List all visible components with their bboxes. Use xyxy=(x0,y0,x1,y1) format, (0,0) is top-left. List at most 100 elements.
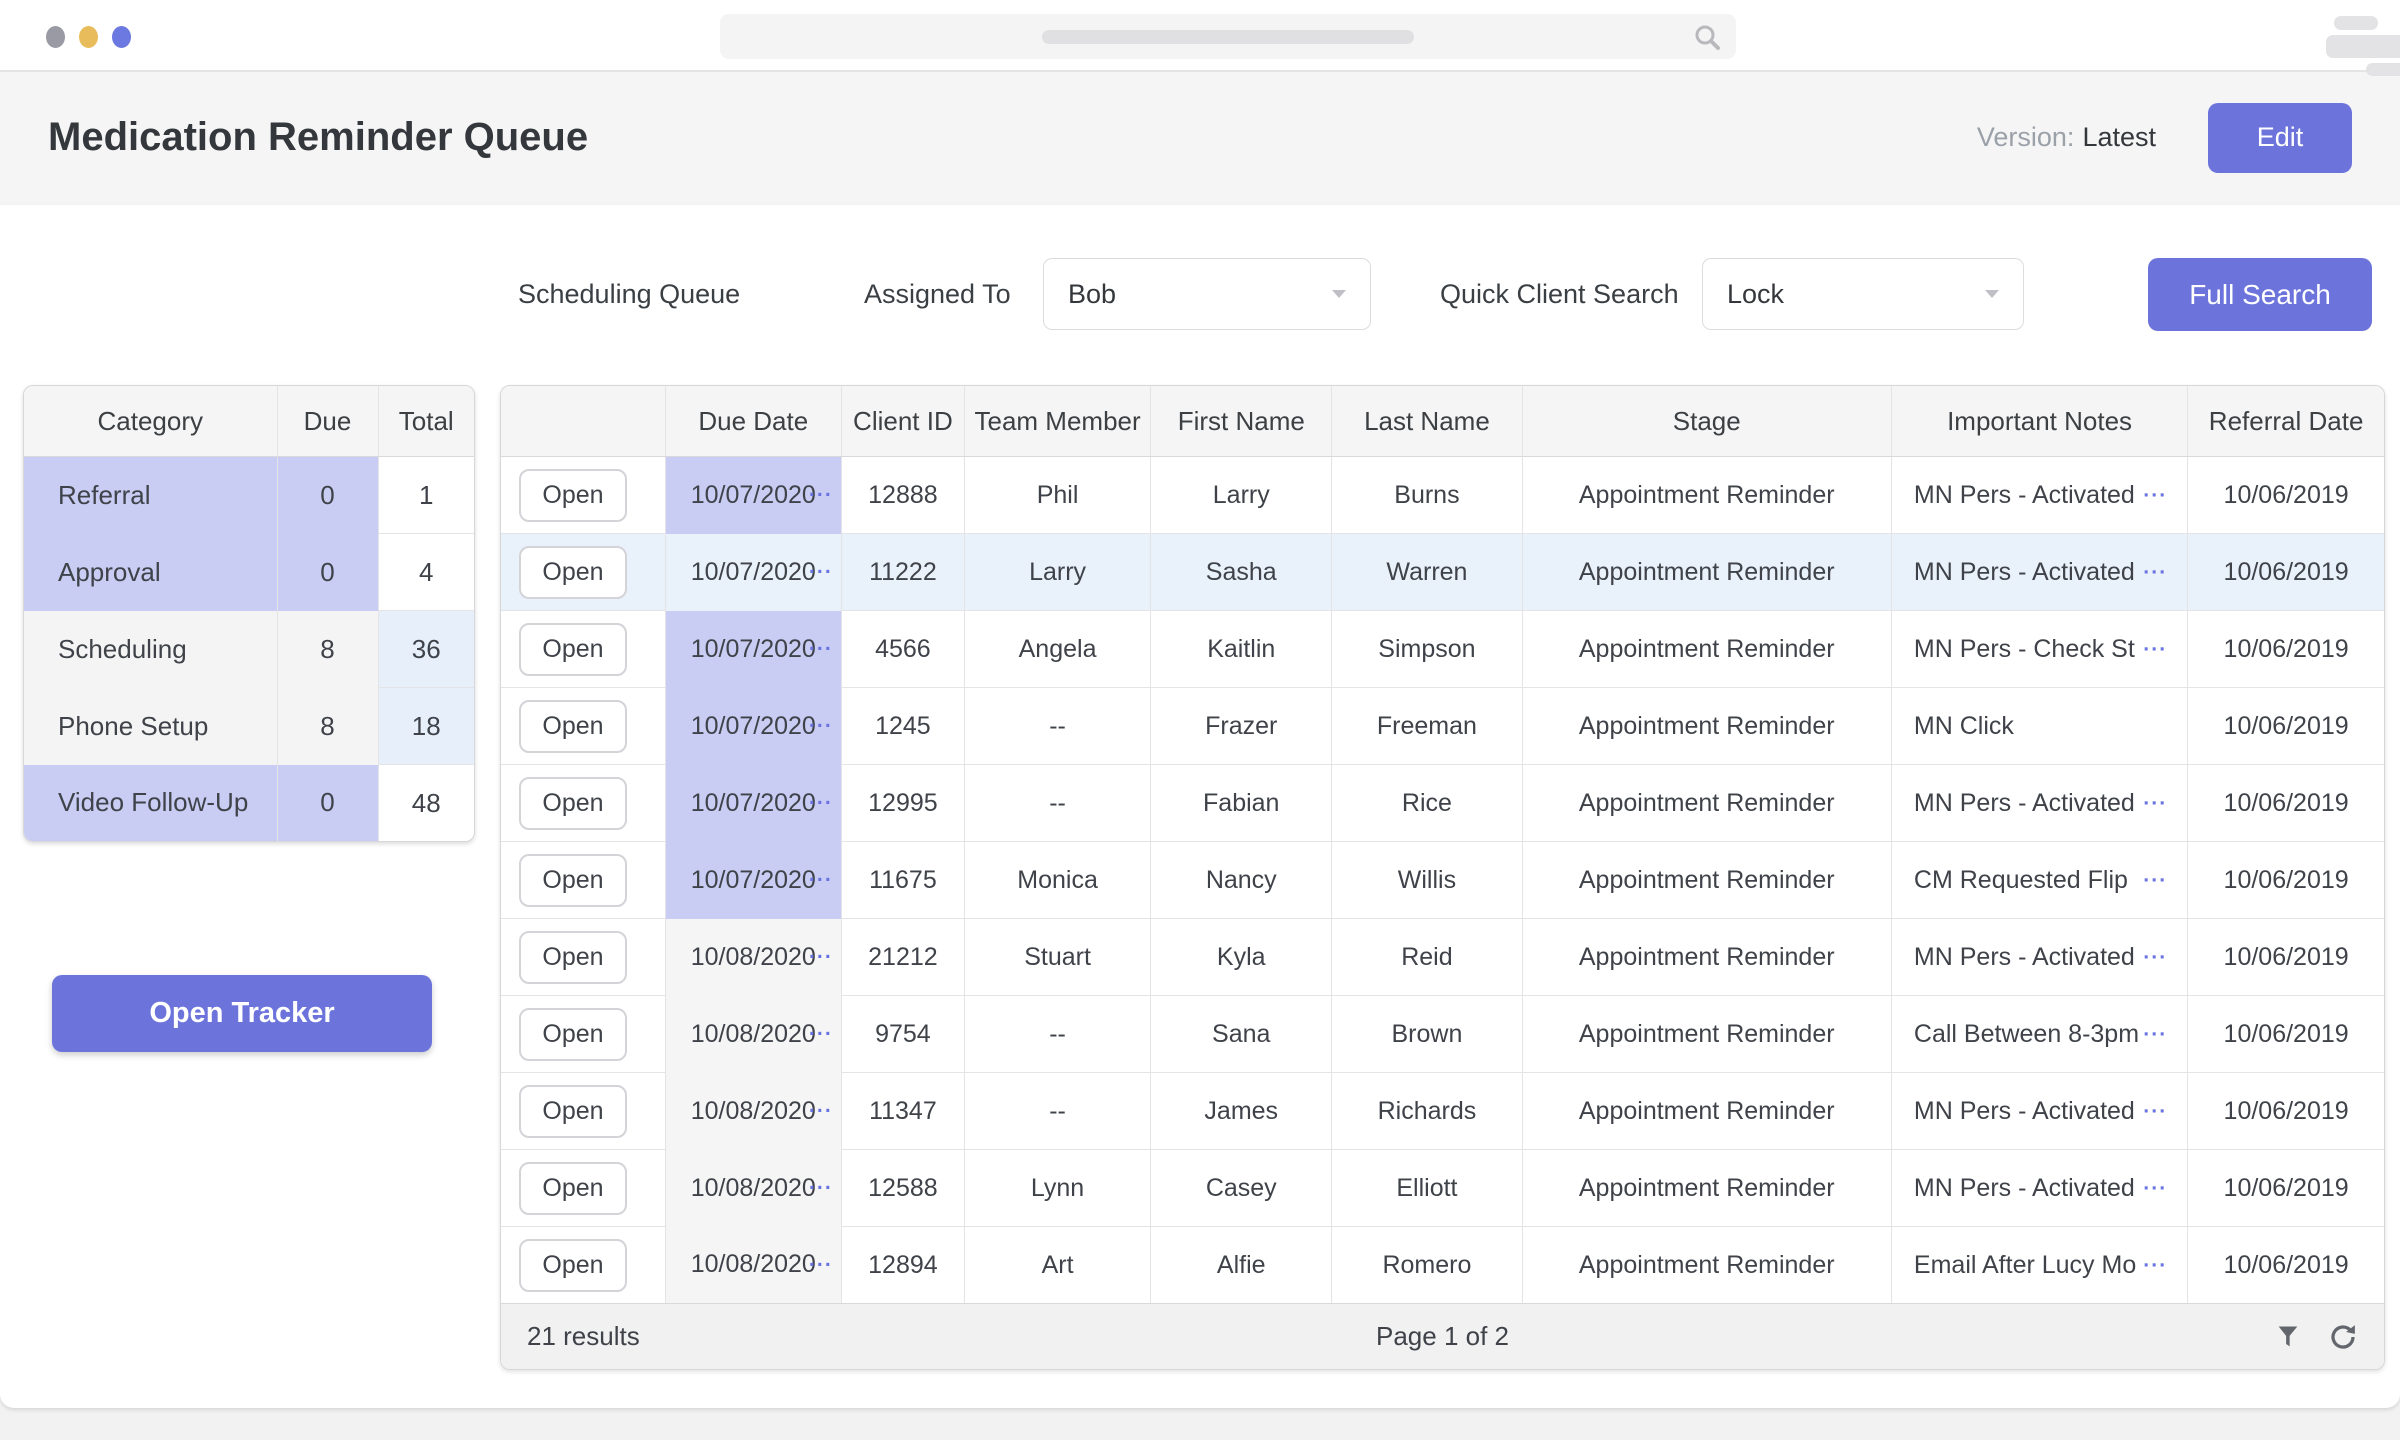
more-icon[interactable]: ··· xyxy=(808,714,833,738)
last-name-cell: Elliott xyxy=(1331,1149,1523,1227)
more-icon[interactable]: ··· xyxy=(2143,637,2168,661)
quick-client-search-label: Quick Client Search xyxy=(1440,279,1679,309)
due-date-cell: 10/07/2020 ··· xyxy=(664,687,842,765)
open-row-button[interactable]: Open xyxy=(519,853,627,907)
more-icon[interactable]: ··· xyxy=(808,483,833,507)
summary-row-referral[interactable]: Referral 0 1 xyxy=(24,456,474,534)
summary-row-video-follow-up[interactable]: Video Follow-Up 0 48 xyxy=(24,764,474,841)
important-notes-cell: MN Pers - Check St ··· xyxy=(1890,610,2188,688)
more-icon[interactable]: ··· xyxy=(808,637,833,661)
open-row-button[interactable]: Open xyxy=(519,1007,627,1061)
more-icon[interactable]: ··· xyxy=(808,560,833,584)
open-cell: Open xyxy=(501,918,666,996)
stage-cell: Appointment Reminder xyxy=(1521,456,1892,534)
summary-row-approval[interactable]: Approval 0 4 xyxy=(24,533,474,611)
due-date-value: 10/07/2020 xyxy=(690,480,816,509)
browser-menu-icon[interactable] xyxy=(2326,16,2400,76)
open-row-button[interactable]: Open xyxy=(519,545,627,599)
more-icon[interactable]: ··· xyxy=(2143,560,2168,584)
open-row-button[interactable]: Open xyxy=(519,699,627,753)
more-icon[interactable]: ··· xyxy=(808,868,833,892)
last-name-cell: Reid xyxy=(1331,918,1523,996)
team-member-cell: Lynn xyxy=(963,1149,1151,1227)
referral-date-cell: 10/06/2019 xyxy=(2187,610,2384,688)
first-name-cell: Kyla xyxy=(1150,918,1332,996)
page-header: Medication Reminder Queue Version: Latest… xyxy=(0,70,2400,205)
quick-client-search-select[interactable]: Lock xyxy=(1702,258,2024,330)
window-control-close-dot[interactable] xyxy=(46,26,65,48)
summary-total-cell: 18 xyxy=(377,687,474,765)
more-icon[interactable]: ··· xyxy=(808,1099,833,1123)
more-icon[interactable]: ··· xyxy=(808,1176,833,1200)
open-row-button[interactable]: Open xyxy=(519,1238,627,1292)
queue-title: Scheduling Queue xyxy=(518,279,741,309)
more-icon[interactable]: ··· xyxy=(2143,791,2168,815)
summary-header-row: Category Due Total xyxy=(24,386,474,457)
window-control-maximize-dot[interactable] xyxy=(112,26,131,48)
more-icon[interactable]: ··· xyxy=(808,1022,833,1046)
version-label: Version: xyxy=(1976,122,2075,152)
open-tracker-button[interactable]: Open Tracker xyxy=(52,975,432,1052)
last-name-cell: Willis xyxy=(1331,841,1523,919)
more-icon[interactable]: ··· xyxy=(2143,1176,2168,1200)
referral-date-cell: 10/06/2019 xyxy=(2187,456,2384,534)
important-notes-cell: MN Pers - Activated ··· xyxy=(1890,764,2188,842)
open-row-button[interactable]: Open xyxy=(519,1161,627,1215)
summary-due-cell: 8 xyxy=(276,687,378,765)
open-row-button[interactable]: Open xyxy=(519,930,627,984)
due-date-value: 10/07/2020 xyxy=(690,634,816,663)
refresh-icon[interactable] xyxy=(2328,1322,2358,1352)
filter-icon[interactable] xyxy=(2274,1323,2302,1351)
first-name-cell: Casey xyxy=(1150,1149,1332,1227)
client-id-cell: 12588 xyxy=(840,1149,965,1227)
due-date-value: 10/08/2020 xyxy=(690,942,816,971)
queue-header-team-member: Team Member xyxy=(963,386,1151,457)
more-icon[interactable]: ··· xyxy=(2143,868,2168,892)
team-member-cell: Angela xyxy=(963,610,1151,688)
team-member-cell: Art xyxy=(963,1226,1151,1303)
first-name-cell: Sasha xyxy=(1150,533,1332,611)
stage-cell: Appointment Reminder xyxy=(1521,687,1892,765)
summary-row-scheduling[interactable]: Scheduling 8 36 xyxy=(24,610,474,688)
open-row-button[interactable]: Open xyxy=(519,1084,627,1138)
summary-header-due: Due xyxy=(276,386,378,457)
edit-button[interactable]: Edit xyxy=(2208,102,2352,173)
team-member-cell: Monica xyxy=(963,841,1151,919)
summary-total-cell: 48 xyxy=(377,764,474,841)
more-icon[interactable]: ··· xyxy=(2143,1022,2168,1046)
notes-value: MN Pers - Check St xyxy=(1913,634,2135,663)
summary-category-cell: Video Follow-Up xyxy=(24,764,277,841)
browser-search-bar[interactable] xyxy=(720,14,1736,59)
summary-row-phone-setup[interactable]: Phone Setup 8 18 xyxy=(24,687,474,765)
queue-row: Open 10/07/2020 ··· 12995 -- Fabian Rice Appoin… xyxy=(501,764,2384,842)
assigned-to-select[interactable]: Bob xyxy=(1043,258,1371,330)
more-icon[interactable]: ··· xyxy=(2143,1253,2168,1277)
more-icon[interactable]: ··· xyxy=(2143,483,2168,507)
search-icon xyxy=(1695,25,1720,50)
open-cell: Open xyxy=(501,533,666,611)
more-icon[interactable]: ··· xyxy=(2143,945,2168,969)
notes-value: MN Pers - Activated xyxy=(1913,942,2135,971)
chevron-down-icon xyxy=(1332,290,1346,298)
referral-date-cell: 10/06/2019 xyxy=(2187,764,2384,842)
more-icon[interactable]: ··· xyxy=(808,791,833,815)
more-icon[interactable]: ··· xyxy=(2143,1099,2168,1123)
queue-header-row: Due Date Client ID Team Member First Name La… xyxy=(501,386,2384,457)
due-date-cell: 10/08/2020 ··· xyxy=(664,918,842,996)
queue-row: Open 10/07/2020 ··· 12888 Phil Larry Burns Appo… xyxy=(501,456,2384,534)
assigned-to-label: Assigned To xyxy=(864,279,1011,309)
more-icon[interactable]: ··· xyxy=(808,1253,833,1277)
team-member-cell: -- xyxy=(963,764,1151,842)
queue-row: Open 10/08/2020 ··· 11347 -- James Richards App… xyxy=(501,1072,2384,1150)
open-row-button[interactable]: Open xyxy=(519,468,627,522)
more-icon[interactable]: ··· xyxy=(808,945,833,969)
summary-category-cell: Approval xyxy=(24,533,277,611)
first-name-cell: Nancy xyxy=(1150,841,1332,919)
open-row-button[interactable]: Open xyxy=(519,776,627,830)
full-search-button[interactable]: Full Search xyxy=(2148,258,2372,331)
referral-date-cell: 10/06/2019 xyxy=(2187,1072,2384,1150)
open-row-button[interactable]: Open xyxy=(519,622,627,676)
window-control-minimize-dot[interactable] xyxy=(79,26,98,48)
queue-table: Due Date Client ID Team Member First Name La… xyxy=(500,385,2385,1370)
